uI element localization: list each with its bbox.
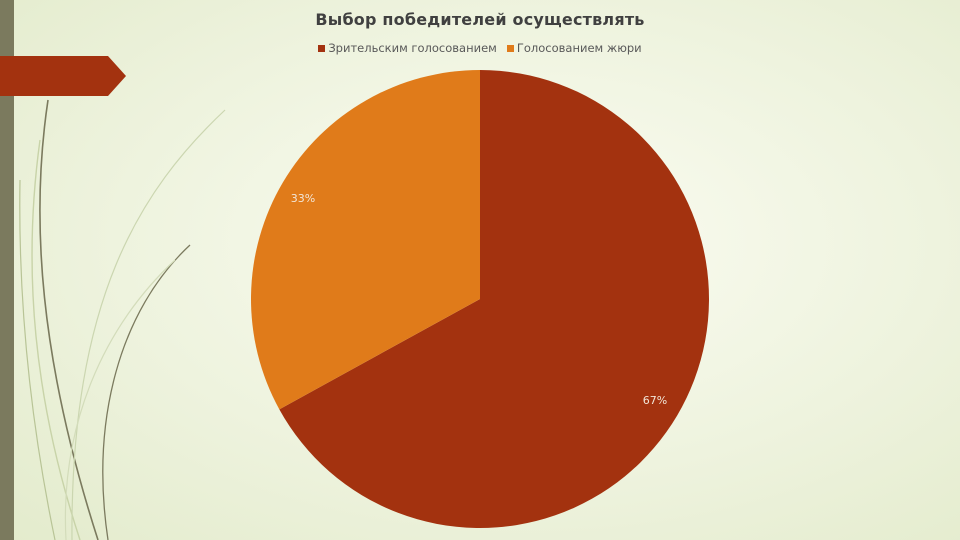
- legend-label-jury-vote: Голосованием жюри: [516, 41, 642, 55]
- legend-label-audience-vote: Зрительским голосованием: [328, 41, 497, 55]
- pie-slice-audience-vote: [279, 70, 709, 528]
- legend-swatch-jury-vote: [506, 44, 514, 52]
- decorative-grass-lines: [19, 99, 226, 540]
- data-label-jury-vote: 33%: [291, 192, 315, 205]
- chart-title: Выбор победителей осуществлять: [315, 10, 645, 29]
- legend-item-audience-vote: Зрительским голосованием: [318, 41, 497, 55]
- pie-slice-jury-vote: [251, 70, 480, 410]
- slide-side-bar: [0, 0, 14, 540]
- legend-item-jury-vote: Голосованием жюри: [506, 41, 642, 55]
- legend-swatch-audience-vote: [318, 44, 326, 52]
- data-label-audience-vote: 67%: [643, 394, 667, 407]
- chart-legend: Зрительским голосованием Голосованием жю…: [0, 41, 960, 55]
- slide-accent-tab: [0, 56, 126, 96]
